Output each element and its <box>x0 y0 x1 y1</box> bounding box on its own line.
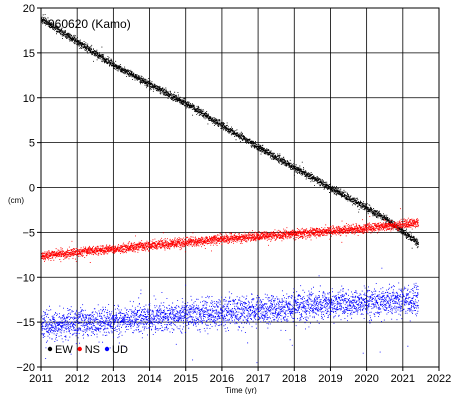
y-tick-label: −15 <box>16 317 35 329</box>
x-tick-label: 2012 <box>65 373 89 385</box>
series-ew <box>41 14 419 249</box>
series-ns <box>41 208 419 263</box>
y-tick-label: 20 <box>23 3 35 15</box>
station-label: 960620 (Kamo) <box>48 17 131 31</box>
legend-label-ud: UD <box>112 344 128 356</box>
legend-label-ns: NS <box>85 344 100 356</box>
y-tick-label: 10 <box>23 93 35 105</box>
axis-ticks <box>37 7 440 371</box>
x-tick-label: 2011 <box>29 373 53 385</box>
y-tick-label: −10 <box>16 272 35 284</box>
y-tick-label: 5 <box>29 138 35 150</box>
x-tick-label: 2016 <box>210 373 234 385</box>
series-ud <box>41 267 419 364</box>
legend-label-ew: EW <box>55 344 73 356</box>
x-tick-label: 2020 <box>354 373 378 385</box>
legend-marker-ud <box>104 346 110 352</box>
x-tick-label: 2022 <box>427 373 451 385</box>
x-tick-label: 2019 <box>318 373 342 385</box>
tick-labels: 2011 2012 2013 2014 2015 2016 2017 2018 2019 2020… <box>16 3 451 385</box>
data-points <box>41 14 419 364</box>
x-tick-label: 2021 <box>391 373 415 385</box>
x-tick-label: 2014 <box>137 373 161 385</box>
y-tick-label: 0 <box>29 183 35 195</box>
series-ns-points <box>41 208 419 263</box>
y-tick-label: −20 <box>16 362 35 374</box>
legend-marker-ew <box>47 346 53 352</box>
x-tick-label: 2015 <box>173 373 197 385</box>
series-ew-points <box>41 14 419 249</box>
x-tick-label: 2013 <box>101 373 125 385</box>
legend: EW NS UD <box>47 344 128 356</box>
series-ud-points <box>41 267 419 364</box>
y-unit-label: (cm) <box>8 196 24 205</box>
legend-marker-ns <box>77 346 82 352</box>
y-tick-label: 15 <box>23 48 35 60</box>
y-tick-label: −5 <box>22 227 35 239</box>
x-tick-label: 2017 <box>246 373 270 385</box>
grid-lines <box>40 7 440 368</box>
x-axis-label: Time (yr) <box>225 386 257 394</box>
x-tick-label: 2018 <box>282 373 306 385</box>
